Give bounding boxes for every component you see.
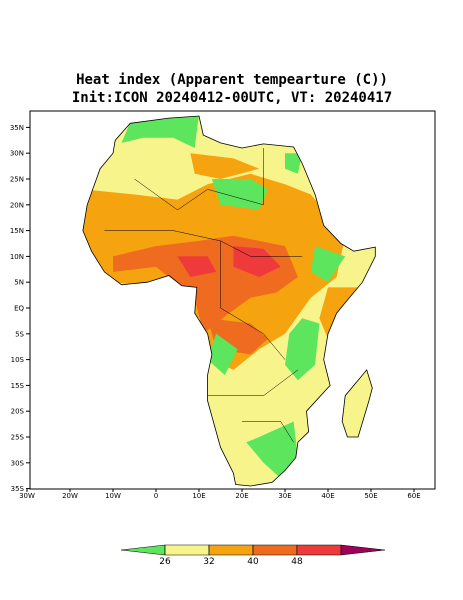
border: [220, 240, 286, 360]
lon-tick-label: 60E: [407, 492, 420, 500]
heat-zone: [207, 333, 238, 376]
lon-tick-label: 10E: [192, 492, 205, 500]
colorbar-segment: [252, 544, 298, 556]
lat-tick-label: 15N: [10, 227, 24, 235]
lat-tick-label: 10N: [10, 253, 24, 261]
heat-zone: [246, 421, 298, 479]
lat-tick-label: 20N: [10, 201, 24, 209]
lat-tick-label: 10S: [11, 356, 25, 364]
lat-tick-label: 20S: [11, 408, 25, 416]
lon-tick-label: 40E: [321, 492, 334, 500]
colorbar-label: 32: [203, 557, 214, 567]
lat-tick-label: 30S: [11, 459, 25, 467]
map-fill: [82, 115, 376, 487]
lon-tick-label: 20E: [235, 492, 248, 500]
title: Heat index (Apparent tempearture (C)): [76, 72, 388, 88]
lon-tick-label: 10W: [105, 492, 121, 500]
border: [134, 148, 264, 211]
border: [207, 369, 299, 396]
heat-zone: [177, 256, 217, 277]
subtitle: Init:ICON 20240412-00UTC, VT: 20240417: [72, 90, 392, 106]
heat-zone: [319, 287, 363, 339]
colorbar-low: [120, 544, 166, 556]
lat-tick-label: 30N: [10, 150, 24, 158]
lat-tick-label: 35S: [11, 485, 25, 493]
lat-tick-label: 15S: [11, 382, 25, 390]
lat-tick-label: EQ: [14, 305, 24, 313]
colorbar-segment: [296, 544, 342, 556]
colorbar-label: 40: [247, 557, 259, 567]
colorbar-segment: [208, 544, 254, 556]
coastline: [82, 115, 376, 487]
lon-tick-label: 50E: [364, 492, 377, 500]
lon-tick-label: 0: [154, 492, 158, 500]
border: [242, 421, 294, 443]
lat-tick-label: 25N: [10, 176, 24, 184]
heat-zone: [121, 116, 199, 148]
colorbar-high: [340, 544, 386, 556]
lon-tick-label: 20W: [62, 492, 78, 500]
colorbar-segment: [164, 544, 210, 556]
lat-tick-label: 5S: [15, 330, 24, 338]
colorbar-label: 26: [159, 557, 171, 567]
heat-zone: [285, 153, 303, 174]
heat-zone: [190, 153, 260, 179]
lat-tick-label: 5N: [14, 279, 24, 287]
colorbar-label: 48: [291, 557, 303, 567]
map-frame: [29, 110, 436, 490]
heat-zone: [310, 246, 346, 283]
lon-tick-label: 30W: [19, 492, 35, 500]
lon-tick-label: 30E: [278, 492, 291, 500]
map-layers: [82, 116, 376, 486]
heat-zone: [285, 318, 320, 381]
lat-tick-label: 35N: [10, 124, 24, 132]
lat-tick-label: 25S: [11, 434, 25, 442]
